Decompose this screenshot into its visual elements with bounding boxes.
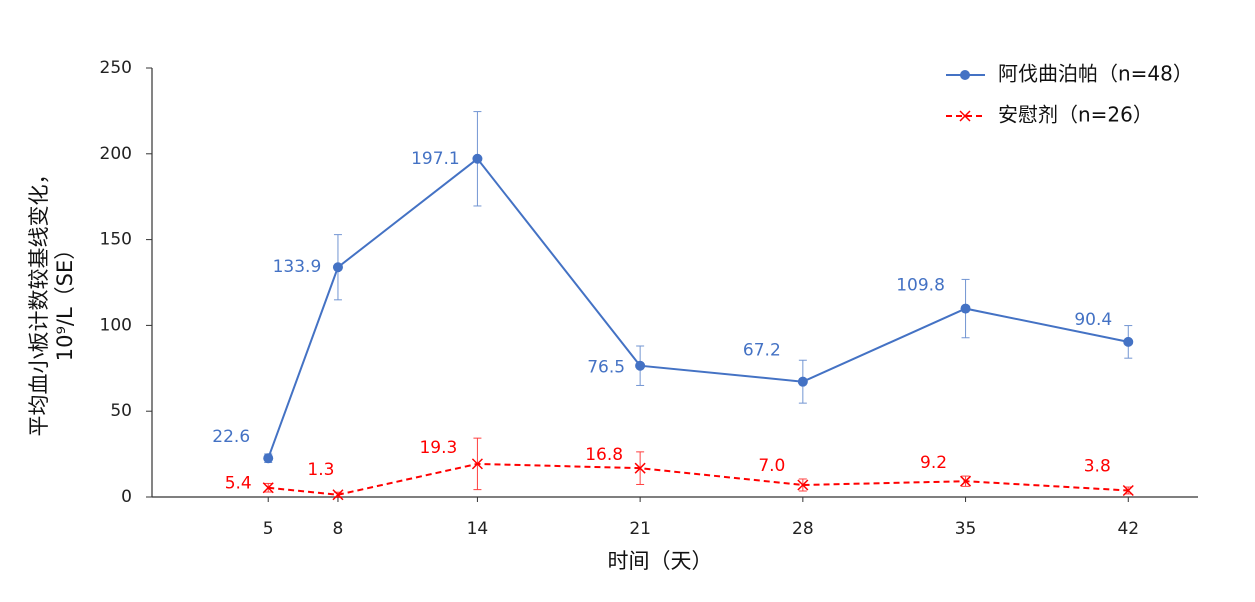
- point-stroke: [797, 479, 809, 491]
- point-stroke: [634, 462, 646, 474]
- data-label: 197.1: [411, 149, 460, 169]
- point: [1122, 484, 1134, 497]
- point: [472, 153, 483, 164]
- point-stroke: [471, 458, 483, 470]
- y-tick-label: 0: [121, 487, 132, 507]
- point: [960, 303, 971, 314]
- data-label: 16.8: [585, 445, 623, 465]
- y-tick-label: 250: [100, 58, 132, 78]
- series-line: [267, 157, 1129, 459]
- x-tick-label: 28: [792, 519, 814, 539]
- y-tick-label: 200: [100, 144, 132, 164]
- point: [332, 262, 343, 273]
- point: [263, 453, 274, 464]
- x-tick-label: 5: [263, 519, 274, 539]
- data-label: 5.4: [225, 474, 252, 494]
- x-tick-label: 42: [1117, 519, 1139, 539]
- data-label: 19.3: [419, 438, 457, 458]
- point: [635, 360, 646, 371]
- point: [634, 462, 646, 474]
- x-axis-title: 时间（天）: [608, 549, 713, 573]
- point: [262, 482, 274, 494]
- point-stroke: [960, 475, 972, 487]
- point: [960, 475, 972, 487]
- x-tick-label: 35: [955, 519, 977, 539]
- data-label: 90.4: [1074, 310, 1112, 330]
- y-tick-label: 150: [100, 230, 132, 250]
- data-label: 7.0: [758, 456, 785, 476]
- data-label: 109.8: [896, 276, 945, 296]
- point: [471, 458, 483, 470]
- y-axis-title: 10⁹/L（SE）: [53, 239, 77, 362]
- legend-label: 安慰剂（n=26）: [998, 103, 1153, 127]
- point: [1123, 336, 1134, 347]
- data-label: 22.6: [212, 427, 250, 447]
- data-label: 9.2: [920, 453, 947, 473]
- x-tick-label: 21: [629, 519, 651, 539]
- point-stroke: [332, 489, 344, 501]
- data-label: 133.9: [273, 257, 322, 277]
- series-line: [268, 462, 1129, 496]
- point-stroke: [1122, 484, 1134, 497]
- point: [797, 376, 808, 387]
- legend-marker: [959, 110, 971, 122]
- y-tick-label: 100: [100, 315, 132, 335]
- legend-label: 阿伐曲泊帕（n=48）: [998, 62, 1193, 86]
- y-tick-label: 50: [110, 401, 132, 421]
- point-stroke: [262, 482, 274, 494]
- x-tick-label: 14: [467, 519, 489, 539]
- y-axis-title: 平均血小板计数较基线变化，: [27, 164, 51, 437]
- data-label: 3.8: [1084, 456, 1111, 476]
- x-tick-label: 8: [333, 519, 344, 539]
- legend-marker: [960, 70, 970, 80]
- data-label: 1.3: [307, 460, 334, 480]
- point: [797, 479, 809, 491]
- point: [332, 489, 344, 501]
- data-label: 76.5: [587, 358, 625, 378]
- data-label: 67.2: [743, 341, 781, 361]
